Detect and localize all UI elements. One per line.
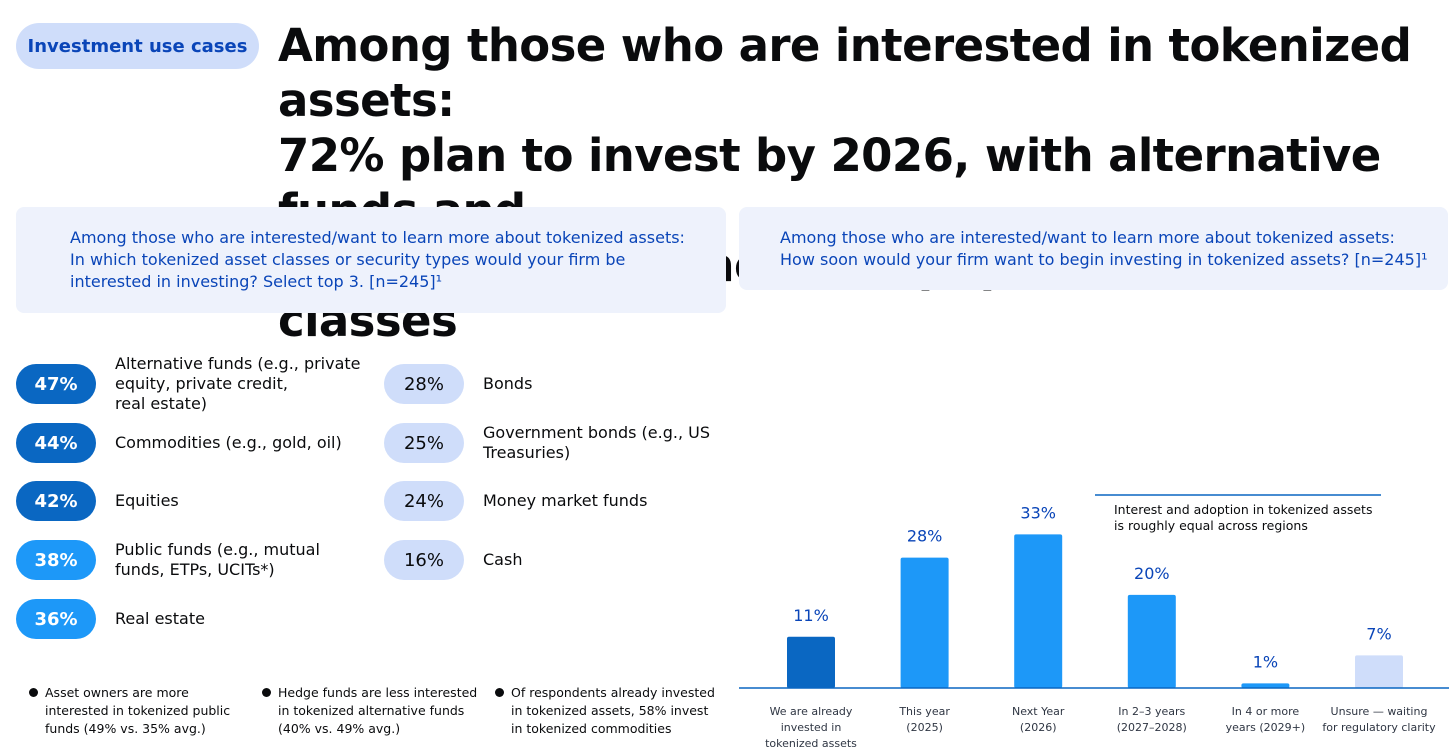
bar (900, 557, 949, 688)
category-label: In 4 or more (1232, 705, 1300, 718)
category-label: invested in (781, 721, 842, 734)
asset-class-item: 38% Public funds (e.g., mutual funds, ET… (16, 540, 320, 580)
bar-value-label: 11% (793, 606, 829, 625)
category-label: for regulatory clarity (1322, 721, 1436, 734)
label-line: real estate) (115, 394, 208, 413)
label-line: Cash (483, 550, 523, 569)
label-line: funds, ETPs, UCITs*) (115, 560, 275, 579)
asset-class-item: 16% Cash (384, 540, 522, 580)
percent-badge: 24% (384, 481, 464, 521)
note-line: interested in tokenized public (45, 703, 231, 718)
asset-class-label: Public funds (e.g., mutual funds, ETPs, … (115, 540, 320, 580)
category-label: (2027–2028) (1117, 721, 1187, 734)
asset-class-item: 28% Bonds (384, 364, 532, 404)
bullet-icon (495, 688, 504, 697)
bar-value-label: 33% (1020, 503, 1056, 522)
asset-class-item: 47% Alternative funds (e.g., private equ… (16, 354, 361, 414)
title-line-1: Among those who are interested in tokeni… (278, 19, 1412, 127)
note-line: (40% vs. 49% avg.) (278, 721, 401, 736)
note-line: in tokenized assets, 58% invest (511, 703, 709, 718)
asset-class-label: Government bonds (e.g., US Treasuries) (483, 423, 710, 463)
asset-class-label: Bonds (483, 374, 532, 394)
category-label: We are already (770, 705, 853, 718)
bar-value-label: 7% (1366, 624, 1391, 643)
asset-class-label: Alternative funds (e.g., private equity,… (115, 354, 361, 414)
category-label: In 2–3 years (1118, 705, 1185, 718)
category-label: Next Year (1012, 705, 1065, 718)
question-line: interested in investing? Select top 3. [… (70, 272, 443, 291)
label-line: Real estate (115, 609, 205, 628)
label-line: Public funds (e.g., mutual (115, 540, 320, 559)
asset-class-item: 36% Real estate (16, 599, 205, 639)
bar (1355, 655, 1403, 688)
asset-class-item: 24% Money market funds (384, 481, 647, 521)
asset-class-label: Commodities (e.g., gold, oil) (115, 433, 342, 453)
annotation-text: Interest and adoption in tokenized asset… (1114, 502, 1372, 517)
category-label: (2025) (906, 721, 943, 734)
asset-class-item: 25% Government bonds (e.g., US Treasurie… (384, 423, 710, 463)
insight-note: Asset owners are more interested in toke… (29, 684, 249, 738)
bar (1014, 534, 1063, 688)
percent-badge: 44% (16, 423, 96, 463)
label-line: Government bonds (e.g., US (483, 423, 710, 442)
percent-badge: 28% (384, 364, 464, 404)
note-line: Asset owners are more (45, 685, 189, 700)
asset-class-item: 42% Equities (16, 481, 179, 521)
percent-badge: 36% (16, 599, 96, 639)
label-line: Alternative funds (e.g., private (115, 354, 361, 373)
label-line: Treasuries) (483, 443, 571, 462)
percent-badge: 38% (16, 540, 96, 580)
bar (1241, 683, 1290, 688)
bar (1127, 594, 1176, 688)
percent-badge: 25% (384, 423, 464, 463)
question-line: In which tokenized asset classes or secu… (70, 250, 626, 269)
bar (787, 636, 835, 688)
asset-class-label: Real estate (115, 609, 205, 629)
percent-badge: 16% (384, 540, 464, 580)
bar-value-label: 1% (1253, 652, 1278, 671)
note-line: in tokenized alternative funds (278, 703, 465, 718)
category-label: This year (898, 705, 950, 718)
question-line: Among those who are interested/want to l… (780, 228, 1395, 247)
note-line: in tokenized commodities (511, 721, 672, 736)
percent-badge: 42% (16, 481, 96, 521)
insight-note: Of respondents already invested in token… (495, 684, 725, 738)
category-label: Unsure — waiting (1331, 705, 1428, 718)
section-tag: Investment use cases (16, 23, 259, 69)
label-line: equity, private credit, (115, 374, 288, 393)
label-line: Money market funds (483, 491, 648, 510)
question-line: Among those who are interested/want to l… (70, 228, 685, 247)
note-line: Hedge funds are less interested (278, 685, 478, 700)
bullet-icon (262, 688, 271, 697)
category-label: years (2029+) (1226, 721, 1306, 734)
note-line: funds (49% vs. 35% avg.) (45, 721, 206, 736)
category-label: tokenized assets (765, 737, 857, 750)
bar-value-label: 20% (1134, 564, 1170, 583)
percent-badge: 47% (16, 364, 96, 404)
note-line: Of respondents already invested (511, 685, 715, 700)
timing-question: Among those who are interested/want to l… (739, 207, 1448, 290)
asset-class-question: Among those who are interested/want to l… (16, 207, 726, 313)
asset-class-label: Money market funds (483, 491, 647, 511)
asset-class-label: Cash (483, 550, 522, 570)
label-line: Equities (115, 491, 179, 510)
annotation-text: is roughly equal across regions (1114, 518, 1308, 533)
category-label: (2026) (1020, 721, 1057, 734)
question-line: How soon would your firm want to begin i… (780, 250, 1428, 269)
asset-class-label: Equities (115, 491, 179, 511)
asset-class-item: 44% Commodities (e.g., gold, oil) (16, 423, 342, 463)
investment-timing-chart: 11% We are already invested in tokenized as… (739, 494, 1449, 750)
bullet-icon (29, 688, 38, 697)
insight-note: Hedge funds are less interested in token… (262, 684, 487, 738)
bar-value-label: 28% (907, 527, 943, 546)
label-line: Commodities (e.g., gold, oil) (115, 433, 342, 452)
label-line: Bonds (483, 374, 533, 393)
